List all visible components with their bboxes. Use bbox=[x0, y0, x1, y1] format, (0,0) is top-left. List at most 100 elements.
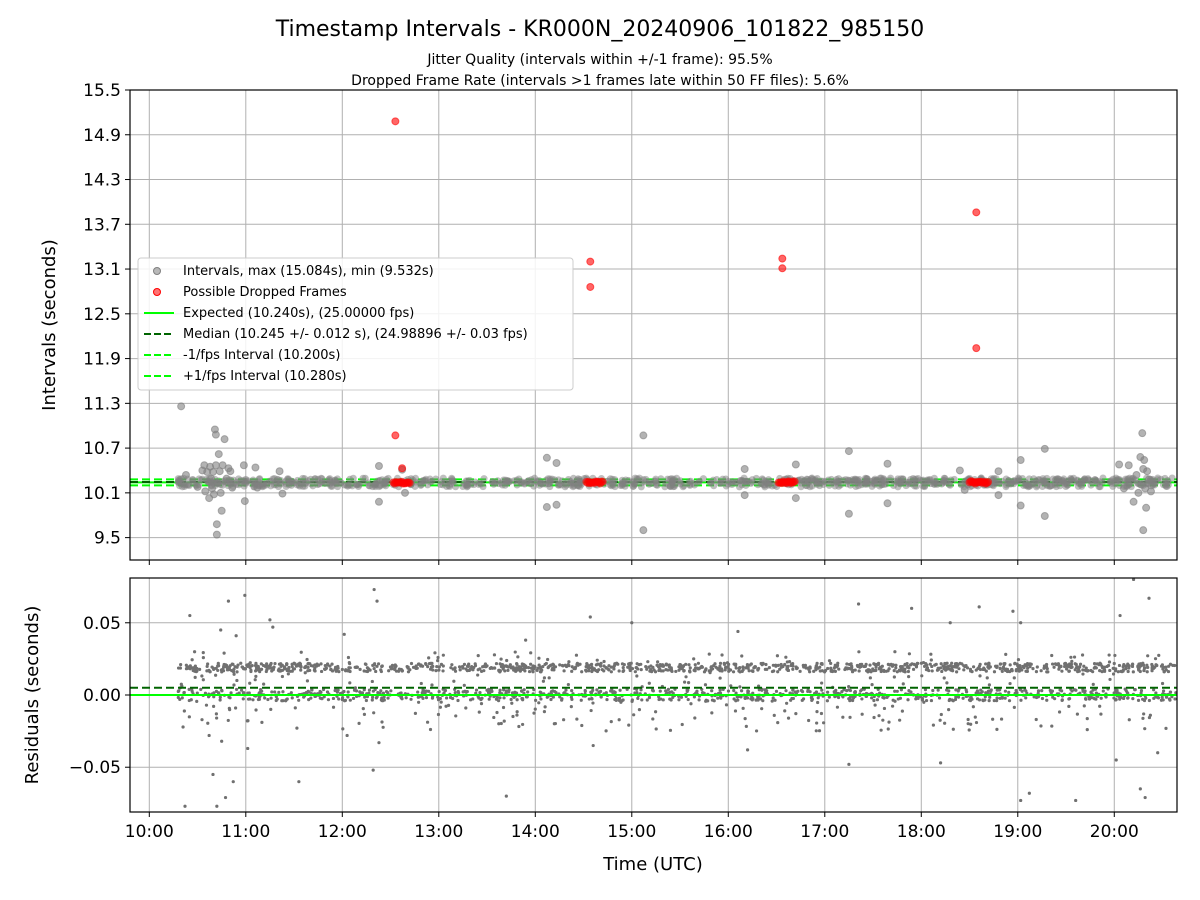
residual-point bbox=[471, 697, 475, 701]
residual-point bbox=[815, 710, 819, 714]
residual-point bbox=[984, 691, 988, 695]
residual-point bbox=[464, 706, 468, 710]
residual-point bbox=[656, 660, 660, 664]
residual-point bbox=[954, 695, 958, 699]
residual-point bbox=[868, 663, 872, 667]
legend-marker-intervals bbox=[153, 267, 161, 275]
residual-point bbox=[292, 667, 297, 671]
residual-point bbox=[1040, 696, 1045, 701]
residual-point bbox=[857, 650, 861, 654]
residual-point bbox=[552, 668, 556, 672]
residual-point bbox=[728, 668, 733, 672]
residual-point bbox=[280, 699, 284, 703]
interval-point bbox=[270, 481, 278, 489]
residual-point bbox=[371, 768, 375, 772]
residual-point bbox=[522, 663, 527, 667]
residual-point bbox=[437, 665, 441, 669]
residual-point bbox=[968, 667, 973, 672]
residual-point bbox=[875, 698, 880, 702]
y-tick-label: 0.00 bbox=[83, 686, 121, 706]
residual-point bbox=[720, 653, 724, 657]
interval-point bbox=[622, 476, 630, 484]
residual-point bbox=[453, 666, 457, 670]
interval-point bbox=[657, 475, 665, 483]
residual-point bbox=[269, 661, 273, 666]
interval-point bbox=[1129, 497, 1138, 506]
residual-point bbox=[354, 689, 359, 693]
residual-point bbox=[733, 709, 738, 713]
residual-point bbox=[590, 669, 594, 674]
residual-point bbox=[1153, 657, 1158, 661]
residual-point bbox=[241, 697, 245, 701]
interval-point bbox=[197, 476, 205, 484]
residual-point bbox=[222, 651, 226, 655]
residual-point bbox=[848, 688, 853, 693]
residual-point bbox=[874, 665, 878, 669]
residual-point bbox=[771, 663, 775, 667]
residual-point bbox=[1060, 669, 1064, 673]
residual-point bbox=[479, 702, 484, 706]
residual-point bbox=[182, 690, 186, 695]
residual-point bbox=[612, 664, 616, 668]
interval-point bbox=[436, 480, 444, 488]
residual-point bbox=[1130, 664, 1135, 669]
residual-point bbox=[1020, 689, 1024, 693]
residual-point bbox=[342, 632, 346, 636]
residual-point bbox=[570, 665, 574, 669]
residual-point bbox=[706, 699, 710, 703]
intervals-plot-frame bbox=[129, 89, 1178, 561]
residual-point bbox=[689, 702, 693, 706]
residual-point bbox=[1122, 696, 1126, 701]
residual-point bbox=[814, 666, 818, 670]
residual-point bbox=[973, 715, 977, 719]
residual-point bbox=[506, 668, 510, 672]
residual-point bbox=[1069, 655, 1073, 659]
interval-point bbox=[501, 481, 509, 489]
residual-point bbox=[226, 718, 230, 723]
residual-point bbox=[306, 669, 310, 673]
interval-point bbox=[477, 480, 485, 488]
residual-point bbox=[666, 687, 671, 691]
residual-point bbox=[570, 689, 574, 693]
residual-point bbox=[249, 669, 253, 674]
residual-point bbox=[1059, 664, 1063, 669]
interval-point bbox=[211, 430, 220, 439]
residual-point bbox=[991, 717, 995, 721]
residual-point bbox=[669, 667, 673, 671]
interval-point bbox=[806, 483, 814, 491]
residual-point bbox=[498, 696, 502, 700]
residual-point bbox=[890, 704, 895, 708]
residual-point bbox=[987, 689, 991, 693]
residual-point bbox=[298, 661, 302, 665]
residual-point bbox=[978, 667, 983, 672]
residual-point bbox=[461, 690, 465, 694]
residual-point bbox=[1069, 662, 1073, 667]
interval-point bbox=[945, 480, 953, 488]
residual-point bbox=[737, 669, 741, 673]
dropped-frames-points bbox=[389, 117, 993, 488]
residual-point bbox=[645, 667, 649, 671]
residual-point bbox=[841, 695, 845, 699]
residual-point bbox=[1168, 662, 1173, 666]
interval-point bbox=[352, 480, 360, 488]
residual-point bbox=[618, 688, 622, 692]
interval-point bbox=[239, 461, 248, 470]
residual-point bbox=[772, 713, 776, 717]
residual-point bbox=[187, 715, 191, 719]
residual-point bbox=[786, 664, 790, 668]
residual-point bbox=[632, 713, 636, 717]
residual-point bbox=[549, 697, 553, 702]
residual-point bbox=[436, 659, 440, 663]
residual-point bbox=[1126, 662, 1130, 666]
residual-point bbox=[269, 696, 273, 700]
residual-point bbox=[844, 666, 848, 670]
residual-point bbox=[471, 668, 475, 672]
residual-point bbox=[1072, 655, 1077, 659]
residual-point bbox=[386, 691, 390, 695]
interval-point bbox=[717, 478, 725, 486]
residual-point bbox=[722, 662, 727, 667]
residual-point bbox=[589, 690, 593, 694]
residual-point bbox=[337, 697, 341, 701]
residual-point bbox=[357, 721, 361, 725]
residual-point bbox=[507, 690, 511, 694]
